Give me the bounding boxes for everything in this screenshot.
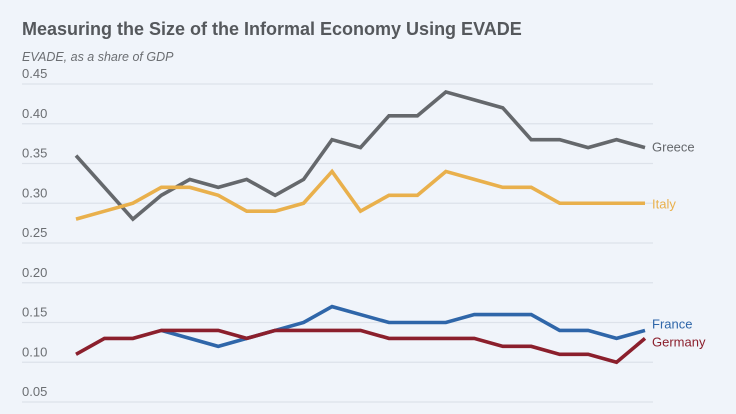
series-label-germany: Germany <box>652 334 706 349</box>
y-tick-label: 0.40 <box>22 106 47 121</box>
chart-title: Measuring the Size of the Informal Econo… <box>22 19 522 39</box>
series-line-italy <box>75 168 645 221</box>
y-tick-label: 0.25 <box>22 225 47 240</box>
series-label-france: France <box>652 316 692 331</box>
y-tick-label: 0.20 <box>22 265 47 280</box>
y-tick-label: 0.10 <box>22 344 47 359</box>
series-label-italy: Italy <box>652 196 676 211</box>
y-tick-label: 0.45 <box>22 66 47 81</box>
y-tick-label: 0.35 <box>22 146 47 161</box>
chart-subtitle: EVADE, as a share of GDP <box>22 50 174 64</box>
series-line-germany <box>75 328 647 365</box>
y-tick-label: 0.30 <box>22 185 47 200</box>
series-line-france <box>160 304 646 349</box>
series-line-greece <box>74 89 646 222</box>
y-tick-label: 0.15 <box>22 305 47 320</box>
y-tick-label: 0.05 <box>22 384 47 399</box>
series-label-greece: Greece <box>652 140 695 155</box>
